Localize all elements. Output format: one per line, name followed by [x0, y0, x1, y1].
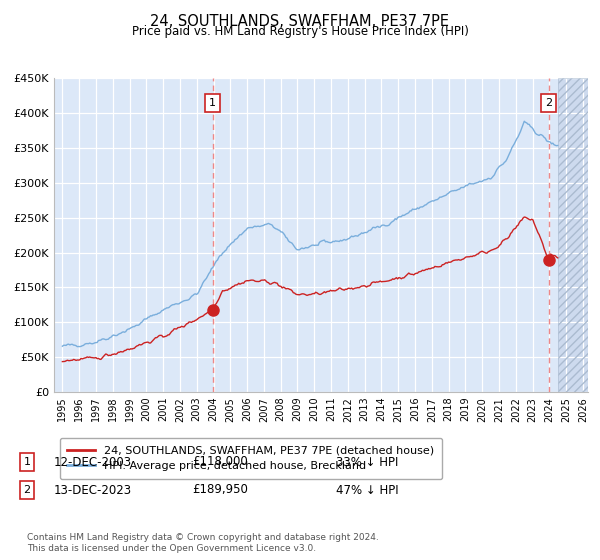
Bar [558, 78, 596, 392]
Text: 12-DEC-2003: 12-DEC-2003 [54, 455, 132, 469]
Text: 33% ↓ HPI: 33% ↓ HPI [336, 455, 398, 469]
Text: 1: 1 [23, 457, 31, 467]
Text: 24, SOUTHLANDS, SWAFFHAM, PE37 7PE: 24, SOUTHLANDS, SWAFFHAM, PE37 7PE [151, 14, 449, 29]
Text: Price paid vs. HM Land Registry's House Price Index (HPI): Price paid vs. HM Land Registry's House … [131, 25, 469, 38]
Text: £189,950: £189,950 [192, 483, 248, 497]
Legend: 24, SOUTHLANDS, SWAFFHAM, PE37 7PE (detached house), HPI: Average price, detache: 24, SOUTHLANDS, SWAFFHAM, PE37 7PE (deta… [59, 438, 442, 479]
Text: 13-DEC-2023: 13-DEC-2023 [54, 483, 132, 497]
Text: £118,000: £118,000 [192, 455, 248, 469]
Text: Contains HM Land Registry data © Crown copyright and database right 2024.
This d: Contains HM Land Registry data © Crown c… [27, 533, 379, 553]
Text: 2: 2 [545, 98, 552, 108]
Text: 2: 2 [23, 485, 31, 495]
Text: 1: 1 [209, 98, 216, 108]
Text: 47% ↓ HPI: 47% ↓ HPI [336, 483, 398, 497]
Bar [558, 78, 596, 392]
